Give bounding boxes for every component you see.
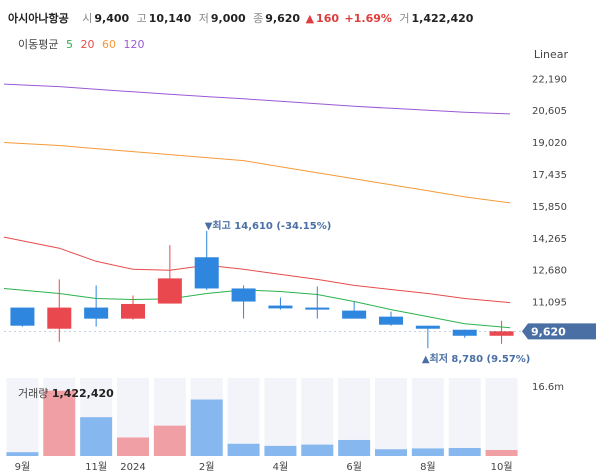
close-value: 9,620 <box>265 12 301 25</box>
ma-legend-title: 이동평균 <box>18 38 59 51</box>
current-price-label: 9,620 <box>531 325 566 338</box>
volume-bg-0 <box>6 378 39 456</box>
moving-average-lines <box>3 83 511 329</box>
candle-body-0 <box>10 307 35 326</box>
low-label: 저 <box>198 12 209 25</box>
high-value: 10,140 <box>148 12 192 25</box>
volume-bar-5 <box>190 399 223 456</box>
volume-bg-10 <box>375 378 407 456</box>
change-value: 160 <box>316 12 340 25</box>
volume-label: 거 <box>399 12 410 25</box>
ma-legend-5: 5 <box>65 38 73 51</box>
volume-bg-13 <box>485 378 518 456</box>
low-value: 9,000 <box>210 12 246 25</box>
volume-bar-12 <box>448 447 481 456</box>
volume-bar-6 <box>227 443 260 456</box>
volume-bar-9 <box>338 439 371 456</box>
x-tick-label: 4월 <box>273 461 289 473</box>
time-axis: 9월 11월 2024 2월 4월 6월 8월 10월 <box>15 461 513 473</box>
volume-bar-0 <box>6 452 39 456</box>
candlesticks <box>10 230 514 349</box>
volume-panel-title: 거래량 <box>18 387 49 400</box>
ma-legend-20: 20 <box>80 38 95 51</box>
open-value: 9,400 <box>94 12 130 25</box>
volume-tick-label: 16.6m <box>532 382 564 393</box>
scale-toggle[interactable]: Linear <box>533 48 568 61</box>
candle-body-4 <box>157 278 182 304</box>
ma-legend-120: 120 <box>123 38 145 51</box>
candle-body-3 <box>121 303 145 319</box>
stock-header: 아시아나항공 시 9,400 고 10,140 저 9,000 종 9,620 ▲ 160… <box>8 10 473 26</box>
candle-body-9 <box>342 310 367 319</box>
candle-body-13 <box>489 331 514 336</box>
volume-bars <box>6 390 518 456</box>
x-tick-label: 8월 <box>420 461 436 473</box>
candle-body-10 <box>379 316 403 325</box>
ma-line-60 <box>3 142 511 204</box>
x-tick-label: 9월 <box>15 461 31 473</box>
x-tick-label: 10월 <box>491 461 513 473</box>
volume-bg-7 <box>264 378 297 456</box>
ma-line-20 <box>3 236 511 304</box>
volume-bar-11 <box>411 448 444 456</box>
volume-bar-4 <box>153 425 186 456</box>
volume-bar-3 <box>117 437 149 456</box>
volume-bar-13 <box>485 450 518 456</box>
current-price-badge <box>522 323 596 340</box>
volume-bg-12 <box>448 378 481 456</box>
y-tick-label: 15,850 <box>532 202 567 213</box>
candle-body-2 <box>84 307 109 319</box>
high-label: 고 <box>136 12 147 25</box>
volume-bar-1 <box>43 390 76 456</box>
annotations: ▼최고 14,610 (-34.15%) ▲최저 8,780 (9.57%) 9,6… <box>4 219 596 365</box>
volume-bg-6 <box>227 378 260 456</box>
y-tick-label: 19,020 <box>532 138 567 149</box>
moving-average-legend[interactable]: 이동평균 5 20 60 120 <box>18 36 148 52</box>
candle-body-11 <box>415 325 440 329</box>
y-tick-label: 22,190 <box>532 74 567 85</box>
y-tick-label: 11,095 <box>532 298 567 309</box>
y-tick-label: 17,435 <box>532 170 567 181</box>
ma-legend-60: 60 <box>101 38 116 51</box>
open-label: 시 <box>82 12 93 25</box>
price-axis: 22,190 20,605 19,020 17,435 15,850 14,265 12,6… <box>532 74 567 393</box>
close-label: 종 <box>253 12 264 25</box>
volume-bar-8 <box>301 444 334 456</box>
volume-bar-2 <box>80 417 113 456</box>
volume-bg-8 <box>301 378 334 456</box>
candle-body-12 <box>452 329 477 336</box>
volume-bar-10 <box>375 449 407 456</box>
x-tick-label: 6월 <box>346 461 362 473</box>
candle-body-5 <box>194 257 219 289</box>
y-tick-label: 14,265 <box>532 234 567 245</box>
volume-bar-7 <box>264 445 297 456</box>
high-annotation: ▼최고 14,610 (-34.15%) <box>205 219 332 232</box>
candle-body-8 <box>305 307 330 310</box>
candle-body-1 <box>47 307 72 329</box>
x-tick-label: 2월 <box>199 461 215 473</box>
stock-name: 아시아나항공 <box>8 12 69 25</box>
volume-value: 1,422,420 <box>411 12 474 25</box>
change-arrow-icon: ▲ <box>305 12 315 25</box>
low-annotation: ▲최저 8,780 (9.57%) <box>422 352 531 365</box>
candle-body-6 <box>231 288 256 302</box>
volume-panel-value: 1,422,420 <box>51 387 114 400</box>
volume-panel-label: 거래량 1,422,420 <box>18 385 114 401</box>
volume-bg-11 <box>411 378 444 456</box>
candle-body-7 <box>268 305 293 309</box>
change-percent: +1.69% <box>344 12 392 25</box>
ma-line-120 <box>3 83 511 115</box>
ma-line-5 <box>3 288 511 329</box>
x-tick-label: 11월 <box>85 461 107 473</box>
y-tick-label: 20,605 <box>532 106 567 117</box>
x-tick-label: 2024 <box>120 462 145 473</box>
y-tick-label: 12,680 <box>532 266 567 277</box>
